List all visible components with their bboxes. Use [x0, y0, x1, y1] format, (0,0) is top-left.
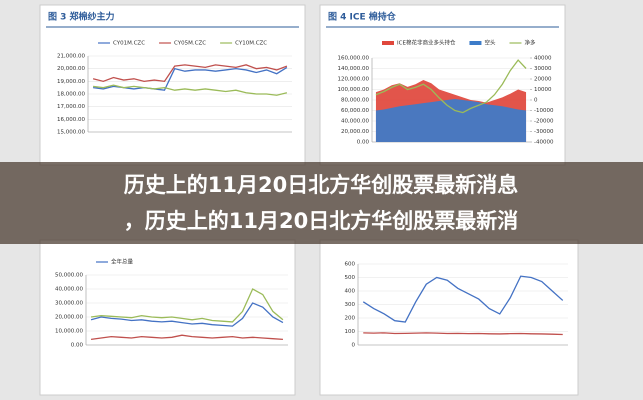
- line: [92, 64, 288, 83]
- y-tick-label: 50,000.00: [55, 273, 83, 279]
- line: [93, 84, 288, 96]
- y-tick-label: 600: [345, 262, 356, 268]
- y-tick-label: 40,000.00: [341, 119, 369, 125]
- y-tick-label: 17,000.00: [57, 104, 85, 110]
- legend-label: CY01M.CZC: [113, 41, 145, 47]
- line: [90, 334, 283, 341]
- y-tick-label: 500: [345, 275, 356, 281]
- y2-tick-label: -30000: [534, 129, 554, 135]
- panel: [319, 239, 579, 396]
- y-tick-label: 19,000.00: [57, 79, 85, 85]
- y-tick-label: 0.00: [357, 140, 370, 146]
- y2-tick-label: 10000: [534, 87, 552, 93]
- banner-band: [0, 162, 643, 244]
- y-tick-label: 20,000.00: [57, 66, 85, 72]
- line: [363, 332, 563, 336]
- legend-label: CY10M.CZC: [235, 41, 267, 47]
- line: [362, 275, 564, 323]
- y-tick-label: 18,000.00: [57, 92, 85, 98]
- legend-label: 净多: [524, 39, 536, 47]
- y2-tick-label: 40000: [534, 56, 552, 62]
- legend-label: 空头: [484, 39, 496, 47]
- panel: [39, 4, 306, 166]
- y2-tick-label: 30000: [534, 66, 552, 72]
- y-tick-label: 10,000.00: [55, 329, 83, 335]
- y-tick-label: 140,000.00: [338, 66, 370, 72]
- panel-title: 图 4 ICE 棉持仓: [328, 11, 397, 23]
- y-tick-label: 120,000.00: [338, 77, 370, 83]
- y-tick-label: 15,000.00: [57, 130, 85, 136]
- y-tick-label: 0.00: [71, 343, 84, 349]
- y-tick-label: 16,000.00: [57, 117, 85, 123]
- y-tick-label: 60,000.00: [341, 108, 369, 114]
- legend-label: CY05M.CZC: [174, 41, 206, 47]
- y-tick-label: 30,000.00: [55, 301, 83, 307]
- y-tick-label: 40,000.00: [55, 287, 83, 293]
- line: [375, 59, 527, 114]
- y-tick-label: 100: [345, 329, 356, 335]
- legend-label: 全年总量: [111, 258, 134, 266]
- line: [90, 288, 284, 323]
- y2-tick-label: -20000: [534, 119, 554, 125]
- y-tick-label: 160,000.00: [338, 56, 370, 62]
- charts: 图 3 郑棉纱主力 15,000.00 16,000.00 17,000.00 18,0…: [46, 11, 568, 349]
- y-tick-label: 80,000.00: [341, 98, 369, 104]
- line: [90, 302, 284, 327]
- legend-label: ICE棉花非商业多头持仓: [397, 39, 456, 47]
- area: [375, 98, 527, 142]
- y-tick-label: 300: [345, 302, 356, 308]
- y2-tick-label: -10000: [534, 108, 554, 114]
- y2-tick-label: 20000: [534, 77, 552, 83]
- y2-tick-label: -40000: [534, 140, 554, 146]
- banner-line: 历史上的11月20日北方华创股票最新消息: [124, 173, 518, 197]
- y-tick-label: 200: [345, 316, 356, 322]
- y-tick-label: 21,000.00: [57, 54, 85, 60]
- y-tick-label: 0: [352, 343, 356, 349]
- y-tick-label: 20,000.00: [341, 129, 369, 135]
- y-tick-label: 20,000.00: [55, 315, 83, 321]
- panel-title: 图 3 郑棉纱主力: [48, 11, 115, 23]
- y-tick-label: 400: [345, 289, 356, 295]
- banner-line: ，历史上的11月20日北方华创股票最新消: [124, 209, 518, 233]
- y-tick-label: 100,000.00: [338, 87, 370, 93]
- y2-tick-label: 0: [534, 98, 538, 104]
